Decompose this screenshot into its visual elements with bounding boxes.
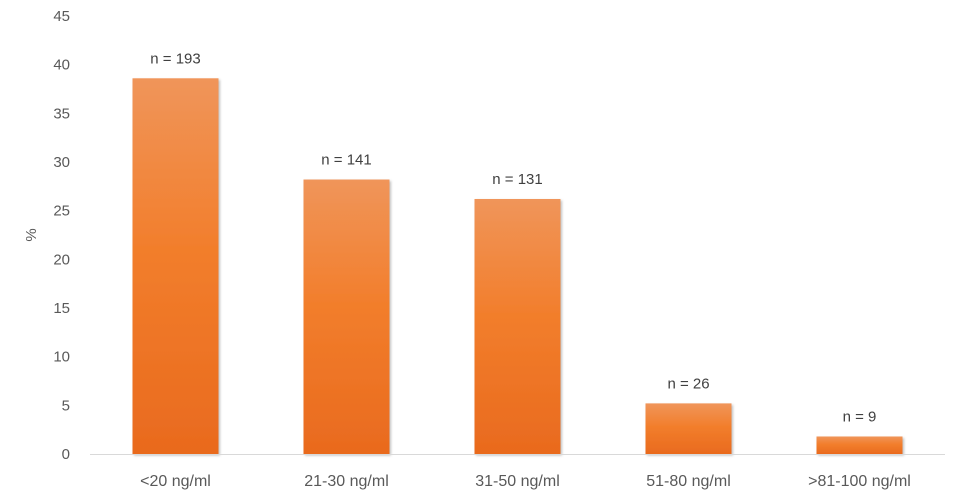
bar	[816, 436, 903, 454]
y-tick-label: 45	[53, 8, 70, 25]
x-tick-label: 31-50 ng/ml	[475, 473, 560, 490]
x-tick-label: 21-30 ng/ml	[304, 473, 389, 490]
y-tick-label: 20	[53, 251, 70, 268]
y-tick-label: 40	[53, 57, 70, 74]
bar	[132, 78, 219, 454]
bar-data-label: n = 131	[492, 171, 542, 188]
x-tick-label: >81-100 ng/ml	[808, 473, 911, 490]
data-labels: n = 193 n = 141 n = 131 n = 26 n = 9	[150, 50, 876, 425]
y-tick-label: 10	[53, 349, 70, 366]
bar-data-label: n = 9	[843, 408, 877, 425]
bar-data-label: n = 141	[321, 152, 371, 169]
x-tick-label: <20 ng/ml	[140, 473, 211, 490]
bars-group	[132, 78, 903, 454]
y-tick-label: 25	[53, 203, 70, 220]
bar	[303, 179, 390, 454]
bar	[474, 198, 561, 454]
x-axis-labels: <20 ng/ml 21-30 ng/ml 31-50 ng/ml 51-80 ng/…	[140, 473, 911, 490]
y-tick-label: 30	[53, 154, 70, 171]
y-axis-title: %	[23, 228, 40, 241]
y-axis-ticks: 0 5 10 15 20 25 30 35 40 45	[53, 8, 70, 463]
y-tick-label: 35	[53, 105, 70, 122]
y-tick-label: 15	[53, 300, 70, 317]
y-tick-label: 5	[62, 397, 70, 414]
y-tick-label: 0	[62, 446, 70, 463]
x-tick-label: 51-80 ng/ml	[646, 473, 731, 490]
bar-data-label: n = 193	[150, 50, 200, 67]
bar-data-label: n = 26	[667, 375, 709, 392]
bar	[645, 403, 732, 454]
